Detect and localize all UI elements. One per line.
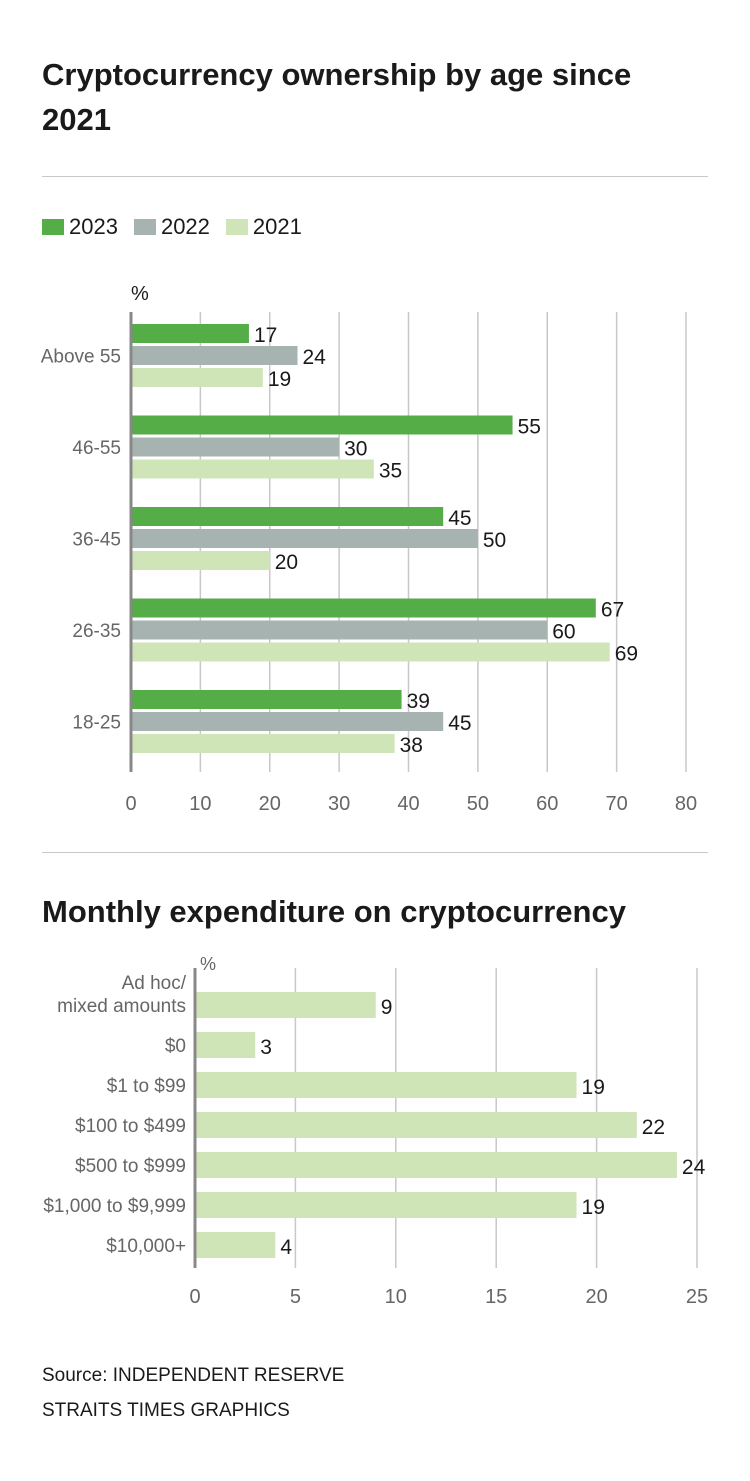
x-tick-label: 40 — [397, 793, 419, 815]
bar-2023 — [131, 690, 402, 709]
chart1-plot: % 0 10 20 30 40 50 60 70 80 Above 55 17 24 19 46-55 55 3… — [41, 283, 697, 815]
bar-2022 — [131, 529, 478, 548]
bar-2021 — [131, 368, 263, 387]
data-label: 19 — [582, 1196, 605, 1219]
bar-2023 — [131, 598, 596, 618]
data-label: 3 — [260, 1036, 272, 1059]
x-tick-label: 50 — [467, 793, 489, 815]
category-label: 36-45 — [72, 530, 121, 551]
divider-middle — [42, 852, 708, 853]
x-tick-label: 20 — [585, 1286, 607, 1308]
bar — [195, 1192, 577, 1218]
category-label: $1,000 to $9,999 — [43, 1196, 186, 1217]
data-label: 9 — [381, 996, 393, 1019]
legend-label-2021: 2021 — [252, 214, 302, 239]
credit-note: STRAITS TIMES GRAPHICS — [42, 1400, 290, 1421]
data-label: 22 — [642, 1116, 665, 1139]
category-label: $500 to $999 — [75, 1156, 186, 1177]
x-tick-label: 30 — [328, 793, 350, 815]
data-label: 19 — [268, 368, 291, 391]
unit-label: % — [200, 954, 216, 974]
bar — [195, 1032, 256, 1058]
legend-swatch-2022 — [133, 219, 156, 235]
category-label: $0 — [165, 1036, 186, 1057]
category-label: 46-55 — [72, 438, 121, 459]
data-label: 35 — [379, 460, 402, 483]
data-label: 24 — [303, 346, 327, 369]
unit-label: % — [131, 283, 149, 305]
legend-swatch-2023 — [42, 219, 64, 235]
data-label: 67 — [601, 599, 624, 622]
category-label: 18-25 — [72, 713, 121, 734]
source-note: Source: INDEPENDENT RESERVE — [42, 1365, 345, 1386]
chart2-plot: % 0 5 10 15 20 25 9 Ad hoc/mixed amounts 3 $0 19 $1 … — [43, 954, 708, 1308]
x-tick-label: 0 — [189, 1286, 200, 1308]
data-label: 19 — [582, 1076, 605, 1099]
bar — [195, 1232, 276, 1258]
bar-2023 — [131, 507, 444, 526]
data-label: 60 — [552, 621, 575, 644]
divider-top — [42, 176, 708, 177]
x-tick-label: 80 — [675, 793, 697, 815]
bar-2023 — [131, 324, 249, 343]
x-tick-label: 10 — [385, 1286, 407, 1308]
category-label: Ad hoc/ — [122, 973, 187, 994]
x-tick-label: 60 — [536, 793, 558, 815]
bar-2022 — [131, 346, 298, 365]
data-label: 30 — [344, 438, 367, 461]
category-label: $1 to $99 — [107, 1076, 186, 1097]
bar — [195, 1112, 637, 1138]
data-label: 45 — [448, 507, 471, 530]
bar-2022 — [131, 620, 548, 640]
legend-item-2021: 2021 — [225, 214, 302, 240]
bar-2022 — [131, 437, 340, 457]
data-label: 17 — [254, 324, 277, 347]
legend-label-2023: 2023 — [69, 214, 118, 239]
x-tick-label: 10 — [189, 793, 211, 815]
chart1-legend: 2023 2022 2021 — [42, 214, 318, 240]
bar-2021 — [131, 459, 374, 479]
bar-2023 — [131, 415, 513, 435]
legend-swatch-2021 — [225, 219, 248, 235]
data-label: 45 — [448, 712, 471, 735]
bar — [195, 992, 376, 1018]
data-label: 39 — [407, 690, 430, 713]
data-label: 55 — [518, 416, 541, 439]
data-label: 24 — [682, 1156, 706, 1179]
x-tick-label: 25 — [686, 1286, 708, 1308]
bar — [195, 1152, 677, 1178]
data-label: 20 — [275, 551, 298, 574]
legend-item-2023: 2023 — [42, 214, 118, 240]
bar — [195, 1072, 577, 1098]
x-tick-label: 0 — [125, 793, 136, 815]
x-tick-label: 15 — [485, 1286, 507, 1308]
bar-2021 — [131, 642, 610, 662]
category-label: 26-35 — [72, 621, 121, 642]
data-label: 4 — [280, 1236, 292, 1259]
x-tick-label: 20 — [259, 793, 281, 815]
x-tick-label: 70 — [606, 793, 628, 815]
x-tick-label: 5 — [290, 1286, 301, 1308]
chart2-title: Monthly expenditure on cryptocurrency — [42, 894, 626, 929]
data-label: 69 — [615, 643, 638, 666]
bar-2021 — [131, 551, 270, 570]
legend-label-2022: 2022 — [160, 214, 210, 239]
data-label: 50 — [483, 529, 506, 552]
legend-item-2022: 2022 — [133, 214, 210, 240]
data-label: 38 — [400, 734, 423, 757]
category-label: mixed amounts — [57, 996, 186, 1017]
category-label: $100 to $499 — [75, 1116, 186, 1137]
bar-2021 — [131, 734, 395, 753]
category-label: Above 55 — [41, 347, 121, 368]
chart1-title: Cryptocurrency ownership by age since 20… — [42, 57, 632, 137]
category-label: $10,000+ — [106, 1236, 186, 1257]
bar-2022 — [131, 712, 444, 731]
